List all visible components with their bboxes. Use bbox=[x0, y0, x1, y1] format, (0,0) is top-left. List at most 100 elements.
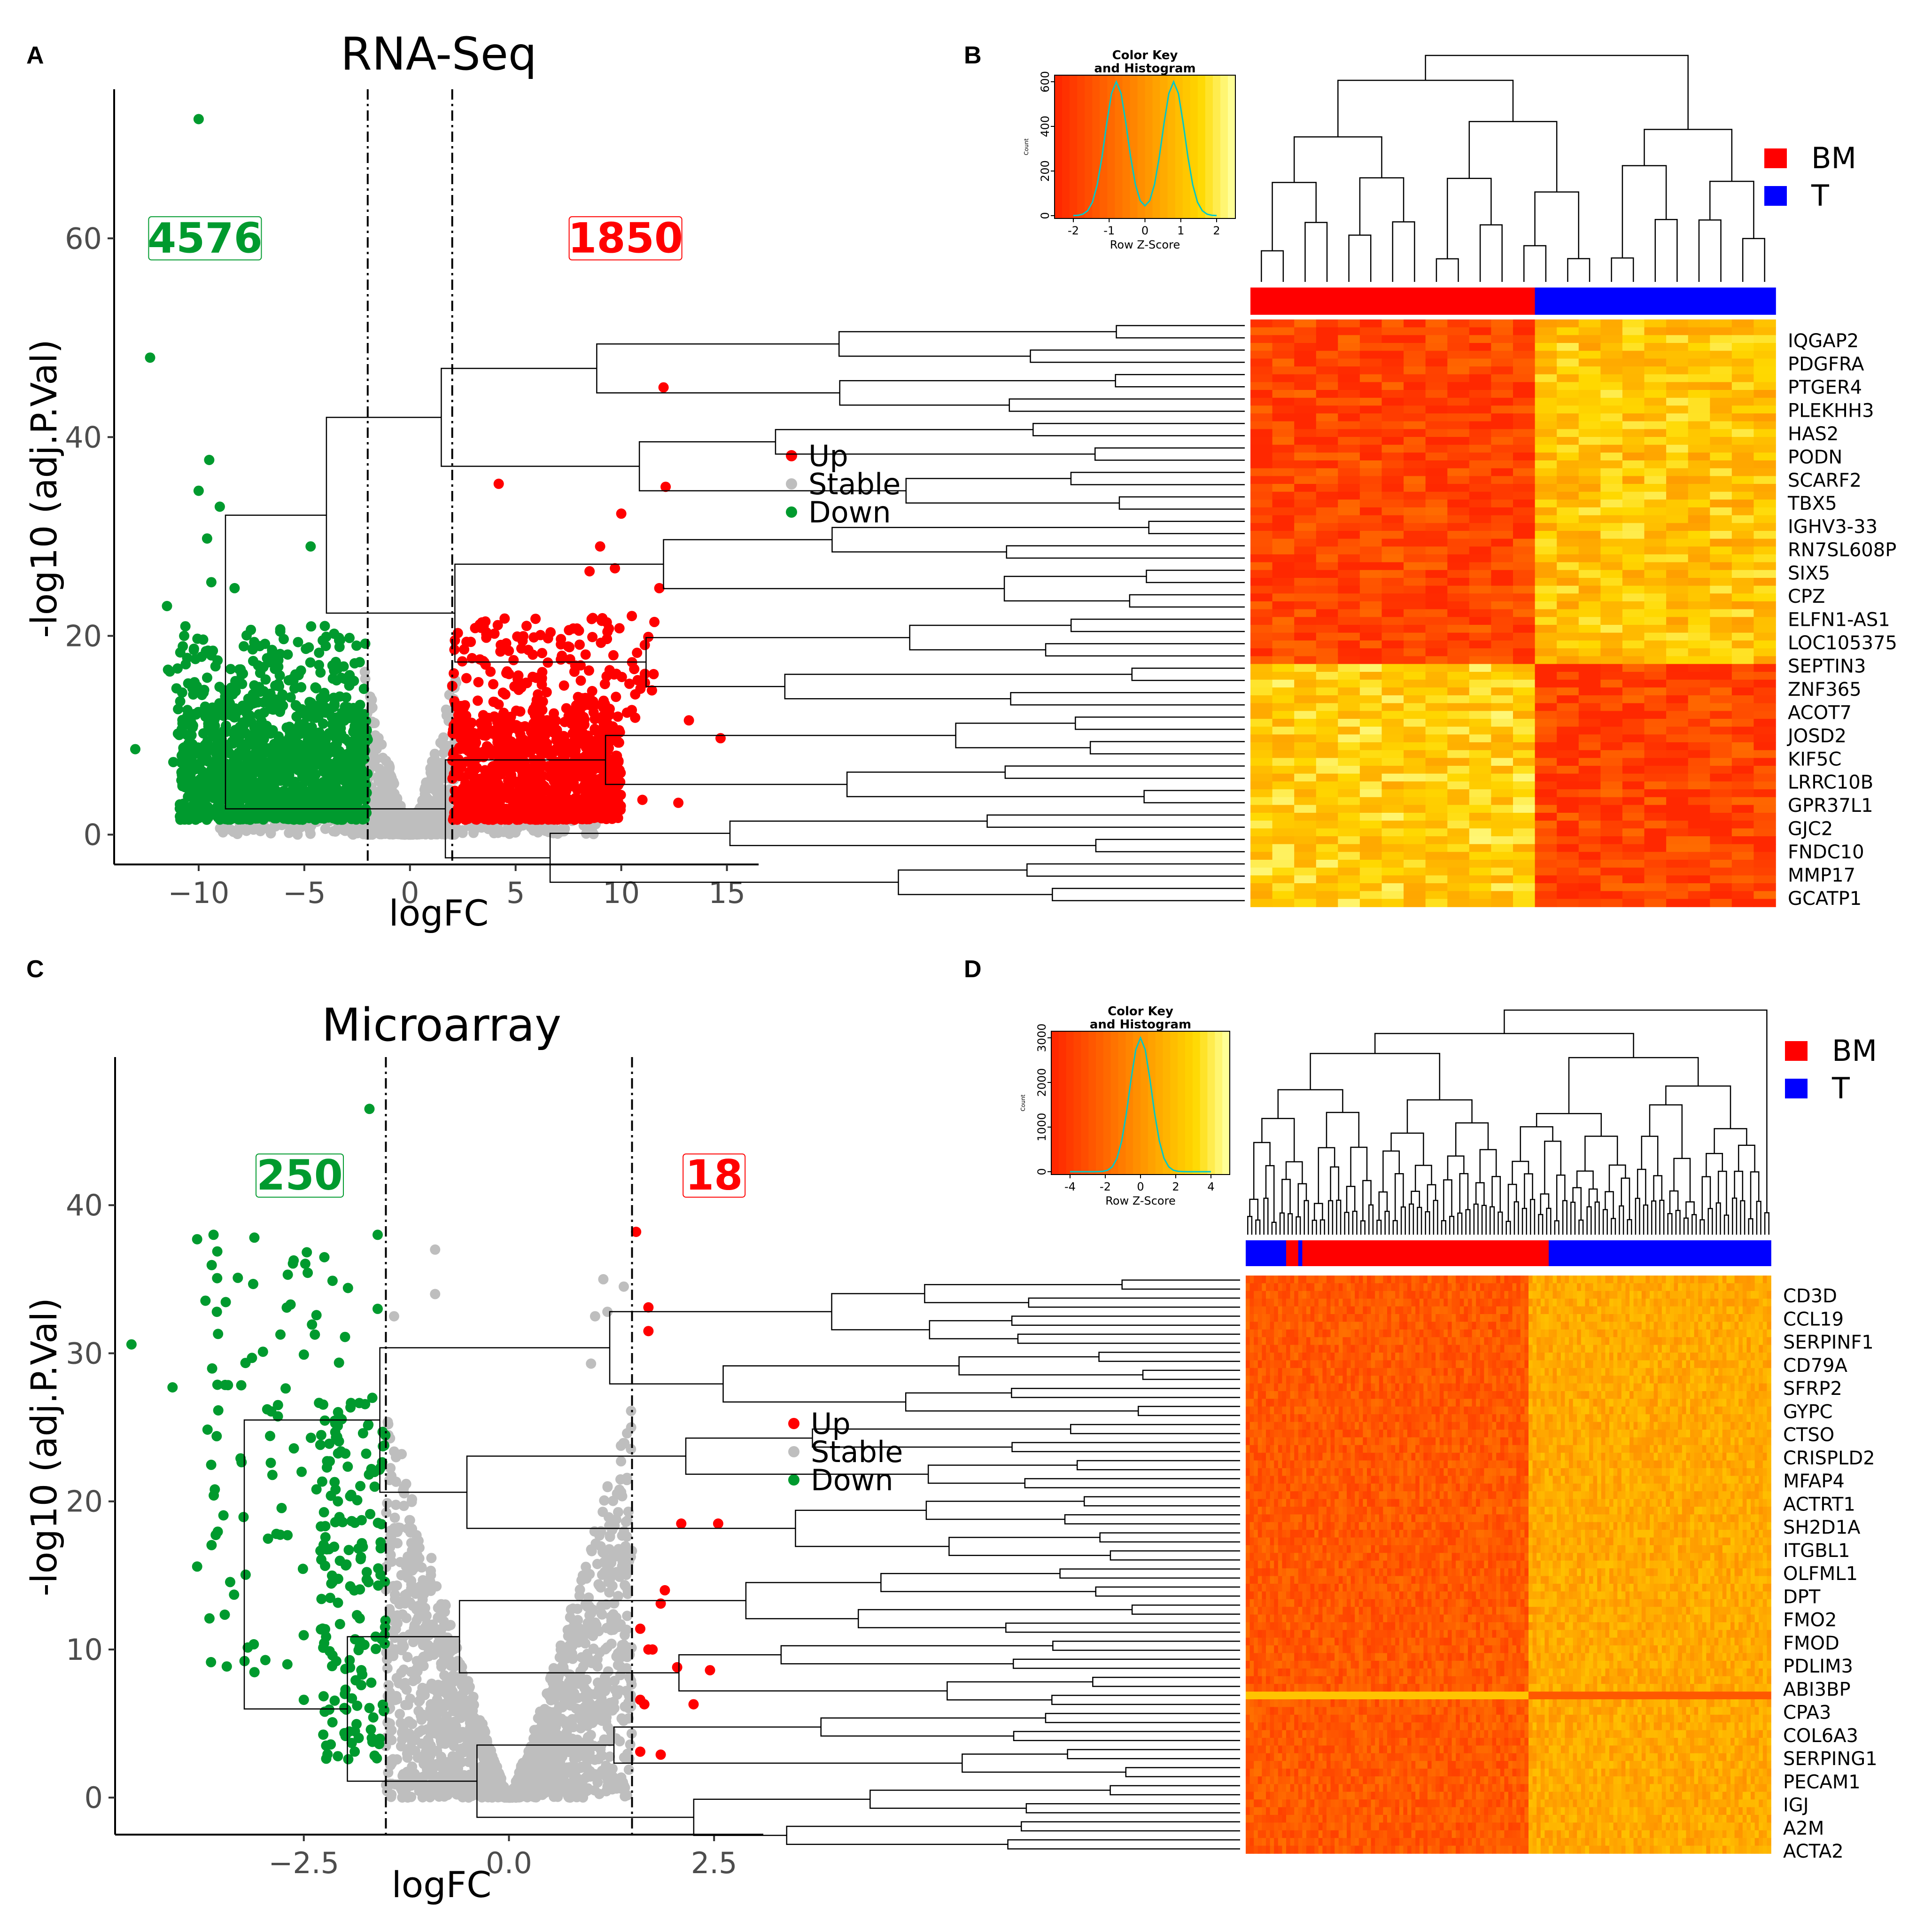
data-point-up bbox=[528, 706, 538, 716]
data-point-down bbox=[198, 687, 209, 698]
data-point-down bbox=[293, 762, 304, 772]
data-point-stable bbox=[403, 809, 414, 819]
data-point-up bbox=[498, 709, 509, 720]
data-point-down bbox=[188, 645, 199, 655]
data-point-down bbox=[175, 696, 186, 707]
x-tick-label: 10 bbox=[603, 876, 640, 910]
data-point-stable bbox=[626, 1406, 636, 1416]
data-point-stable bbox=[468, 1699, 479, 1710]
data-point-stable bbox=[603, 1560, 614, 1571]
data-point-up bbox=[627, 611, 637, 622]
data-point-down bbox=[318, 718, 328, 729]
data-point-up bbox=[533, 729, 544, 740]
data-point-up bbox=[572, 760, 582, 771]
data-point-stable bbox=[427, 756, 437, 767]
data-point-stable bbox=[373, 826, 384, 837]
data-point-stable bbox=[404, 1515, 415, 1525]
data-point-up bbox=[559, 680, 569, 691]
data-point-stable bbox=[431, 1783, 442, 1794]
data-point-stable bbox=[533, 1725, 544, 1736]
data-point-up bbox=[588, 707, 599, 718]
data-point-up bbox=[490, 796, 501, 807]
y-tick-label: 60 bbox=[65, 221, 102, 256]
data-point-down bbox=[293, 637, 303, 647]
data-point-down bbox=[177, 715, 188, 725]
data-point-up bbox=[517, 779, 528, 790]
data-point-stable bbox=[564, 1682, 574, 1693]
data-point-down bbox=[346, 762, 357, 772]
data-point-down bbox=[235, 814, 246, 825]
data-point-stable bbox=[219, 823, 230, 833]
data-point-up bbox=[478, 710, 489, 721]
data-point-down bbox=[351, 640, 362, 651]
data-point-down bbox=[176, 775, 187, 786]
data-point-up bbox=[551, 783, 562, 794]
data-point-stable bbox=[608, 1696, 619, 1707]
data-point-stable bbox=[599, 1495, 610, 1506]
data-point-up bbox=[632, 647, 643, 658]
data-point-stable bbox=[382, 1416, 393, 1427]
data-point-down bbox=[177, 687, 187, 698]
data-point-up bbox=[573, 716, 583, 727]
data-point-down bbox=[176, 800, 187, 810]
data-point-down bbox=[303, 735, 313, 746]
data-point-up bbox=[613, 737, 623, 748]
data-point-up bbox=[557, 650, 567, 661]
data-point-down bbox=[328, 790, 339, 801]
data-point-stable bbox=[440, 1716, 450, 1727]
data-point-up bbox=[556, 639, 566, 650]
data-point-stable bbox=[392, 1618, 403, 1629]
data-point-stable bbox=[610, 1782, 621, 1793]
data-point-up bbox=[569, 666, 580, 677]
data-point-down bbox=[241, 630, 252, 641]
data-point-up bbox=[536, 673, 547, 684]
x-tick-label: −10 bbox=[168, 876, 230, 910]
data-point-stable bbox=[619, 1438, 630, 1449]
data-point-stable bbox=[616, 1567, 627, 1578]
data-point-up bbox=[493, 478, 504, 489]
count-up: 1850 bbox=[568, 214, 683, 262]
data-point-up bbox=[457, 656, 468, 667]
data-point-stable bbox=[457, 1782, 467, 1793]
data-point-stable bbox=[603, 1666, 613, 1677]
data-point-up bbox=[610, 790, 621, 801]
data-point-stable bbox=[426, 1678, 437, 1689]
data-point-stable bbox=[602, 1771, 613, 1782]
data-point-down bbox=[295, 705, 306, 715]
data-point-down bbox=[204, 455, 215, 465]
data-point-stable bbox=[385, 1525, 396, 1536]
data-point-up bbox=[545, 627, 556, 638]
data-point-up bbox=[604, 623, 614, 634]
data-point-down bbox=[354, 809, 365, 819]
data-point-down bbox=[230, 686, 241, 697]
data-point-down bbox=[162, 601, 172, 611]
data-point-stable bbox=[488, 1787, 498, 1798]
data-point-down bbox=[193, 742, 203, 753]
data-point-up bbox=[613, 711, 623, 722]
data-point-up bbox=[601, 729, 612, 740]
count-labels: 4576 1850 bbox=[147, 214, 683, 262]
data-point-stable bbox=[409, 1768, 420, 1779]
data-point-stable bbox=[537, 1706, 548, 1717]
data-point-up bbox=[535, 714, 546, 724]
data-point-stable bbox=[425, 767, 436, 778]
data-point-stable bbox=[428, 1724, 439, 1735]
data-point-down bbox=[272, 747, 283, 758]
data-point-up bbox=[448, 729, 459, 739]
data-point-stable bbox=[587, 827, 598, 838]
data-point-stable bbox=[265, 828, 276, 839]
data-point-down bbox=[284, 743, 295, 754]
data-point-down bbox=[163, 664, 173, 675]
data-point-stable bbox=[443, 1620, 454, 1631]
data-point-stable bbox=[391, 1691, 402, 1702]
data-point-stable bbox=[403, 1551, 413, 1562]
data-point-up bbox=[512, 747, 522, 758]
data-point-stable bbox=[420, 1603, 430, 1613]
data-point-down bbox=[239, 641, 249, 652]
data-point-stable bbox=[489, 1758, 500, 1768]
data-point-stable bbox=[417, 817, 427, 827]
data-point-stable bbox=[578, 1661, 589, 1672]
data-point-up bbox=[545, 792, 556, 803]
data-point-up bbox=[535, 630, 546, 640]
